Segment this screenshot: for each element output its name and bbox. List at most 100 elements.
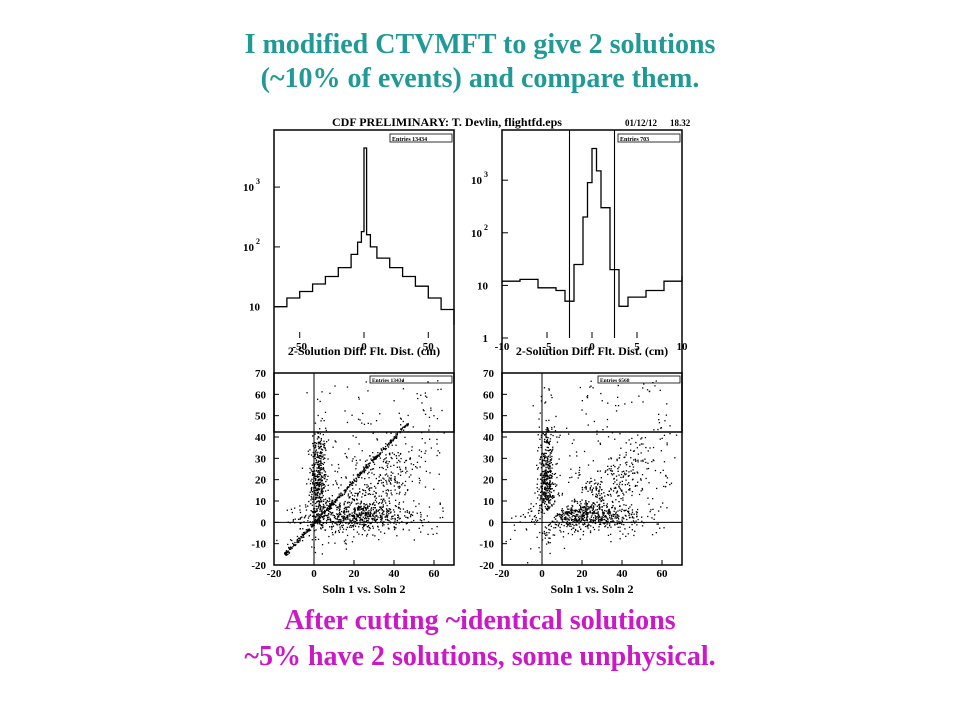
scatter-right-point (548, 528, 550, 531)
scatter-left-point (361, 518, 363, 520)
scatter-right-point (540, 504, 542, 506)
scatter-left-point (329, 511, 331, 513)
scatter-right-point (549, 456, 551, 458)
scatter-right-point (655, 532, 657, 534)
scatter-left-point (353, 515, 355, 517)
scatter-left-point (312, 473, 314, 475)
scatter-left-point (285, 550, 288, 552)
scatter-right-point (583, 522, 586, 525)
scatter-left-point (320, 507, 322, 510)
scatter-left-ytick-label: -10 (251, 539, 266, 551)
histogram-left-ytick-label: 10 3 (243, 177, 260, 194)
scatter-left-point (338, 524, 340, 526)
scatter-right-point (546, 430, 548, 432)
scatter-right-point (590, 485, 592, 487)
scatter-left-point (311, 515, 314, 517)
scatter-left-point (339, 502, 341, 504)
scatter-left-point (340, 477, 343, 479)
scatter-right-point (530, 510, 532, 512)
scatter-left-point (344, 489, 347, 491)
scatter-left-point (384, 448, 387, 451)
scatter-left-point (372, 515, 374, 517)
scatter-left-point (318, 516, 320, 518)
scatter-right-point (590, 506, 592, 508)
scatter-left-point (359, 512, 361, 514)
scatter-left-point (341, 526, 344, 528)
scatter-right-point (556, 515, 558, 517)
scatter-right-point (575, 509, 578, 512)
scatter-right-point (641, 474, 644, 476)
scatter-left-point (372, 518, 374, 520)
scatter-right-point (539, 507, 541, 509)
scatter-right-point (628, 484, 631, 487)
scatter-left-point (404, 494, 406, 496)
scatter-left-point (314, 463, 316, 465)
scatter-right-point (600, 500, 603, 502)
scatter-right-point (594, 479, 596, 481)
scatter-left-point (344, 452, 346, 455)
scatter-right-point (542, 479, 544, 481)
slide-footer-line-1: After cutting ~identical solutions (284, 605, 676, 636)
scatter-right-point (540, 491, 542, 493)
scatter-left-point (319, 510, 321, 512)
scatter-right-point (589, 511, 591, 513)
scatter-left-point (397, 473, 399, 475)
scatter-left-point (324, 529, 327, 531)
scatter-left-point (364, 514, 366, 517)
scatter-left-point (331, 532, 334, 534)
scatter-right-point (571, 516, 573, 518)
scatter-right-point (619, 487, 621, 490)
scatter-left-point (360, 508, 362, 510)
scatter-left-point (404, 426, 406, 429)
scatter-right-point (606, 506, 608, 508)
slide-title-line-1: I modified CTVMFT to give 2 solutions (244, 29, 716, 60)
scatter-left-point (289, 548, 291, 551)
scatter-left-point (319, 433, 321, 435)
scatter-right-point (606, 505, 608, 508)
scatter-left-point (375, 477, 377, 480)
scatter-left-point (419, 479, 421, 482)
scatter-left-point (317, 476, 319, 478)
scatter-left-point (395, 523, 397, 525)
scatter-right-point (624, 474, 626, 476)
scatter-right-point (551, 482, 554, 484)
scatter-right-point (541, 461, 544, 463)
scatter-right-point (627, 475, 629, 477)
scatter-right-point (544, 537, 546, 539)
scatter-right-point (580, 506, 582, 509)
scatter-left-point (315, 451, 317, 454)
scatter-left-point (361, 422, 363, 424)
scatter-left-point (366, 486, 368, 489)
scatter-left-point (420, 531, 422, 533)
scatter-right-point (631, 491, 634, 493)
figure-header: CDF PRELIMINARY: T. Devlin, flightfd.eps (332, 115, 562, 129)
scatter-left-point (338, 496, 340, 499)
scatter-right-point (561, 519, 563, 521)
scatter-left-point (315, 536, 317, 538)
scatter-right-point (566, 427, 568, 429)
scatter-right-point (617, 405, 620, 407)
scatter-left-point (375, 512, 377, 514)
scatter-left-point (323, 445, 325, 447)
scatter-right-point (630, 470, 632, 472)
scatter-left-point (324, 510, 327, 513)
scatter-left-point (398, 455, 400, 457)
scatter-right-point (637, 518, 639, 521)
scatter-right-point (544, 476, 546, 478)
scatter-right-point (624, 528, 626, 530)
scatter-right-point (583, 509, 585, 511)
scatter-right-point (558, 492, 560, 494)
scatter-right-point (625, 454, 627, 456)
scatter-left-point (353, 498, 355, 501)
scatter-right-point (545, 432, 547, 435)
scatter-left-point (371, 487, 373, 489)
scatter-left-point (323, 507, 325, 509)
scatter-left-point (315, 482, 318, 485)
scatter-left-point (319, 455, 322, 457)
scatter-right-point (610, 458, 612, 460)
scatter-left-point (375, 501, 378, 503)
scatter-left-point (318, 514, 320, 516)
scatter-left-point (330, 514, 332, 516)
scatter-left-point (327, 509, 329, 511)
scatter-right-point (624, 484, 626, 486)
